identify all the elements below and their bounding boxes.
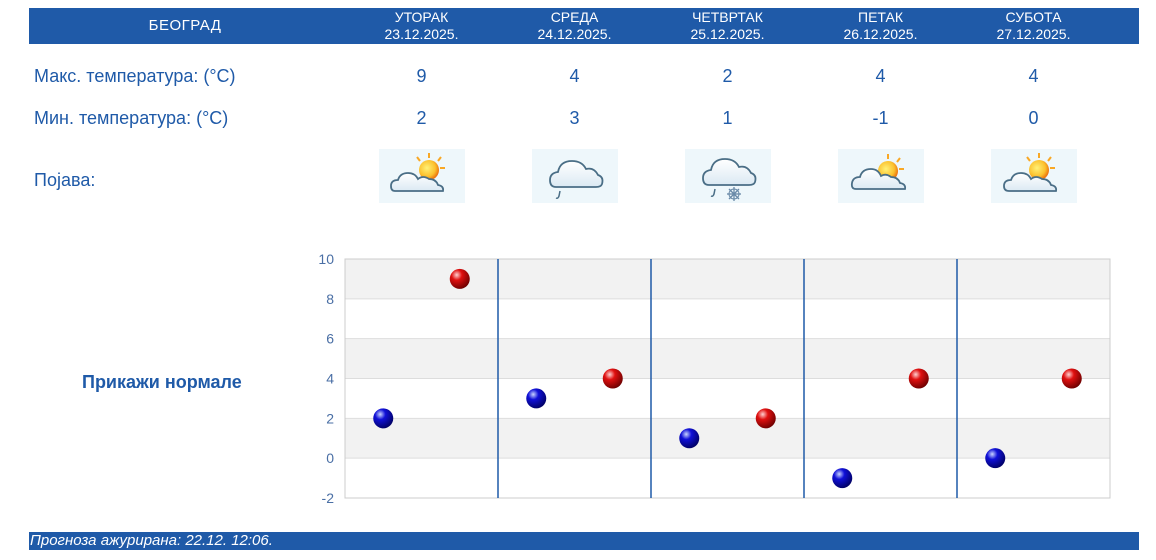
day-date: 23.12.2025. bbox=[384, 26, 459, 42]
max-temperature-value: 2 bbox=[722, 66, 733, 86]
day-header-3: ЧЕТВРТАК 25.12.2025. bbox=[651, 9, 804, 43]
day-name: УТОРАК bbox=[394, 9, 449, 25]
min-temperature-point bbox=[526, 388, 547, 409]
y-tick-label: 2 bbox=[326, 410, 334, 426]
chart-band bbox=[345, 338, 1110, 379]
day-header-1: УТОРАК 23.12.2025. bbox=[345, 9, 498, 43]
partly-cloudy-sun-icon bbox=[379, 149, 465, 203]
max-temperature-value: 4 bbox=[875, 66, 886, 86]
min-temperature-label: Мин. температура: (°C) bbox=[34, 108, 229, 128]
max-temperature-value: 4 bbox=[569, 66, 580, 86]
day-date: 27.12.2025. bbox=[996, 26, 1071, 42]
y-tick-label: 4 bbox=[326, 371, 334, 387]
day-date: 24.12.2025. bbox=[537, 26, 612, 42]
day-name: СУБОТА bbox=[1005, 9, 1062, 25]
cloud-rain-icon bbox=[532, 149, 618, 203]
chart-band bbox=[345, 378, 1110, 419]
y-tick-label: 10 bbox=[318, 251, 334, 267]
day-name: СРЕДА bbox=[550, 9, 599, 25]
updated-text: Прогноза ажурирана: 22.12. 12:06. bbox=[30, 532, 273, 549]
partly-cloudy-sun-icon bbox=[838, 149, 924, 203]
max-temperature-value: 4 bbox=[1028, 66, 1039, 86]
min-temperature-value: 0 bbox=[1028, 108, 1039, 128]
min-temperature-value: -1 bbox=[872, 108, 889, 128]
min-temperature-point bbox=[373, 408, 394, 429]
chart-band bbox=[345, 418, 1110, 459]
max-temperature-value: 9 bbox=[416, 66, 427, 86]
y-tick-label: 8 bbox=[326, 291, 334, 307]
min-temperature-point bbox=[679, 428, 700, 449]
y-tick-label: 6 bbox=[326, 331, 334, 347]
forecast-header: БЕОГРАД УТОРАК 23.12.2025. СРЕДА 24.12.2… bbox=[29, 8, 1139, 44]
temperature-chart: 10 8 6 4 2 0 -2 bbox=[318, 251, 1111, 506]
max-temperature-point bbox=[602, 368, 623, 389]
min-temperature-value: 1 bbox=[722, 108, 733, 128]
day-date: 26.12.2025. bbox=[843, 26, 918, 42]
day-header-2: СРЕДА 24.12.2025. bbox=[498, 9, 651, 43]
min-temperature-point bbox=[985, 448, 1006, 469]
chart-band bbox=[345, 259, 1110, 299]
max-temperature-point bbox=[1061, 368, 1082, 389]
chart-plot-border bbox=[344, 258, 1111, 499]
show-normals-link[interactable]: Прикажи нормале bbox=[82, 372, 242, 392]
forecast-footer: Прогноза ажурирана: 22.12. 12:06. bbox=[29, 532, 1139, 550]
min-temperature-value: 2 bbox=[416, 108, 427, 128]
day-name: ПЕТАК bbox=[858, 9, 903, 25]
chart-band bbox=[345, 298, 1110, 339]
day-header-5: СУБОТА 27.12.2025. bbox=[957, 9, 1110, 43]
day-date: 25.12.2025. bbox=[690, 26, 765, 42]
partly-cloudy-sun-icon bbox=[991, 149, 1077, 203]
y-tick-label: -2 bbox=[322, 490, 335, 506]
cloud-rain-snow-icon bbox=[685, 149, 771, 203]
day-header-4: ПЕТАК 26.12.2025. bbox=[804, 9, 957, 43]
max-temperature-label: Макс. температура: (°C) bbox=[34, 66, 236, 86]
y-tick-label: 0 bbox=[326, 450, 334, 466]
max-temperature-point bbox=[755, 408, 776, 429]
day-name: ЧЕТВРТАК bbox=[692, 9, 763, 25]
max-temperature-point bbox=[449, 268, 470, 289]
city-name: БЕОГРАД bbox=[148, 17, 222, 34]
min-temperature-value: 3 bbox=[569, 108, 580, 128]
max-temperature-point bbox=[908, 368, 929, 389]
phenomenon-label: Појава: bbox=[34, 170, 96, 190]
chart-band bbox=[345, 458, 1110, 498]
min-temperature-point bbox=[832, 468, 853, 489]
